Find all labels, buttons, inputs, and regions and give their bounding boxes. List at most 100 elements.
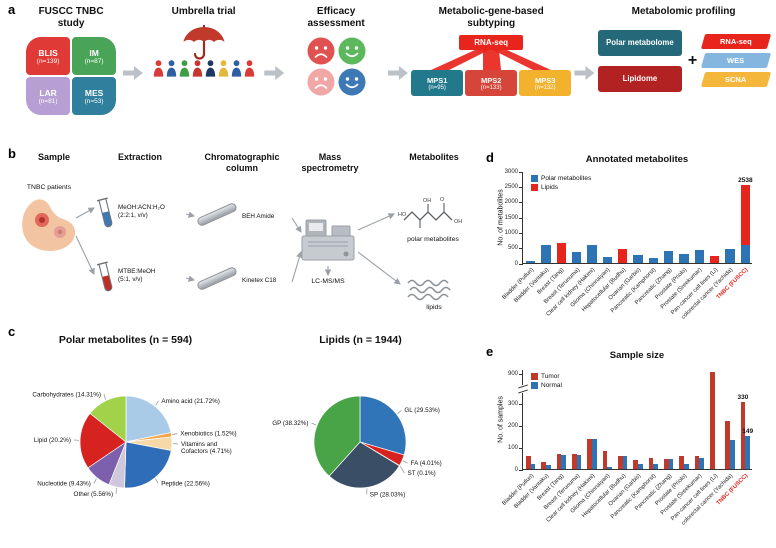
chart-d-title: Annotated metabolites [585,154,689,165]
pie-label-line [155,478,159,484]
faces-grid [307,37,366,96]
fan-beam [431,50,490,70]
subtype-name: IM [89,47,99,58]
mps-box-mps2: MPS2 (n=133) [465,70,518,96]
person-icon [231,59,241,77]
pie-label-line [155,400,159,406]
bar-normal [684,463,689,469]
panel-e: Sample size No. of samples 0 100 200 300 900… [488,344,776,548]
y-tick [519,425,523,427]
bar-value-label: 330 [737,393,749,401]
pie-label: SP (28.03%) [370,491,406,498]
header-extraction: Extraction [117,152,162,162]
bar-tumor [694,456,700,469]
y-tick-label: 1500 [504,214,518,221]
extraction-label-polar: MeOH:ACN:H₂O (2:2:1, v/v) [118,204,165,219]
tube-icon [96,261,113,292]
axis-break-icon [518,385,528,393]
fan-beam [483,50,502,70]
stage-profiling: Metabolomic profiling Polar metabolome Li… [597,6,772,92]
panel-b-letter: b [8,146,16,161]
profiling-box: Polar metabolome [597,29,682,56]
bar-normal [592,438,597,469]
flow-arrow-icon [122,66,143,80]
umbrella-icon [183,24,225,60]
legend-label: Lipids [541,184,558,191]
polar-pie-svg: Amino acid (21.72%) Xenobiotics (1.52%) Vi… [32,391,236,498]
header-metabolites: Metabolites [409,152,459,162]
mps-row: MPS1 (n=95) MPS2 (n=133) MPS3 (n=132) [411,70,572,96]
pie-label: FA (4.01%) [411,460,442,467]
chart-legend: Tumor Normal [531,373,562,389]
pie-slice [79,412,127,469]
y-tick [519,248,523,250]
subtype-n: (n=81) [38,97,58,105]
bar-tumor [740,401,746,469]
mps-box-mps3: MPS3 (n=132) [519,70,572,96]
y-tick-label: 2000 [504,199,518,206]
umbrella-canopy [183,26,225,42]
lipid-pie-svg: GL (29.53%) FA (4.01%) ST (0.1%) SP (28.03%… [272,395,442,498]
lipid-squiggle-icon [407,279,451,301]
person-icon [218,59,228,77]
svg-text:OH: OH [423,198,431,204]
pie-slice [124,441,172,489]
legend-swatch [531,382,538,389]
bar-normal [699,457,705,469]
panel-b: Sample Extraction Chromatographic column… [8,150,480,326]
bar-normal [530,463,536,469]
flow-arrow-icon [387,66,408,80]
pie-label-line [103,394,106,400]
mass-spec-icon [301,219,355,261]
person-icon [166,59,176,77]
y-tick [519,202,523,204]
bar-normal [607,466,613,469]
subtyping-fan [431,50,552,70]
panel-c: Polar metabolites (n = 594) Amino acid (… [8,328,478,544]
y-tick-label: 0 [514,260,518,267]
pie-label: Xenobiotics (1.52%) [180,431,236,438]
bar-tumor [633,460,638,469]
pie-label: GL (29.53%) [404,407,439,414]
bar-polar-metabolites [587,245,597,263]
pie-label: Lipid (20.2%) [34,437,71,444]
mps-name: MPS2 [480,75,502,85]
y-tick-label: 0 [514,466,518,473]
header-mass-spec: Mass spectrometry [301,152,359,173]
profiling-boxes: Polar metabolome Lipidome [597,29,682,92]
bar-tumor [679,455,684,469]
flow-arrow-icon [574,66,595,80]
header-sample: Sample [37,152,70,162]
panel-e-letter: e [486,344,494,359]
bar-tumor [648,458,654,469]
bar-lipids [740,185,751,245]
pie-label-line [402,460,408,464]
pie-label: Carbohydrates (14.31%) [32,391,101,398]
y-tick-label: 1000 [504,229,518,236]
legend-item: Normal [531,382,562,389]
bar-polar-metabolites [663,250,674,263]
mps-name: MPS1 [426,75,448,85]
sad-face-icon [307,68,335,96]
person-icon [192,59,202,77]
efficacy-title: Efficacy assessment [307,6,365,29]
subtype-tile-blis: BLIS (n=139) [26,37,71,75]
pie-label-line [397,409,402,415]
pie-label: Amino acid (21.72%) [161,398,219,405]
bar-normal [576,454,582,469]
happy-face-icon [338,37,366,65]
stage-subtyping: Metabolic-gene-based subtyping RNA-seq M… [411,6,572,96]
header-column: Chromatographic column [204,152,280,173]
svg-text:HO: HO [398,212,407,218]
panel-d: Annotated metabolites No. of metabolites… [488,148,776,346]
sample-caption: TNBC patients [26,184,72,191]
bar-polar-metabolites [740,244,751,263]
person-icon [205,59,215,77]
y-tick-label: 900 [507,370,518,377]
bar-normal [546,465,551,469]
chart-d-plot-area: 0 500 1000 1500 2000 2500 3000 Bladder (Putluri… [501,169,753,321]
chart-legend: Polar metabolites Lipids [531,175,591,191]
bar-polar-metabolites [633,255,643,263]
bar-value-label: 2538 [738,177,753,185]
